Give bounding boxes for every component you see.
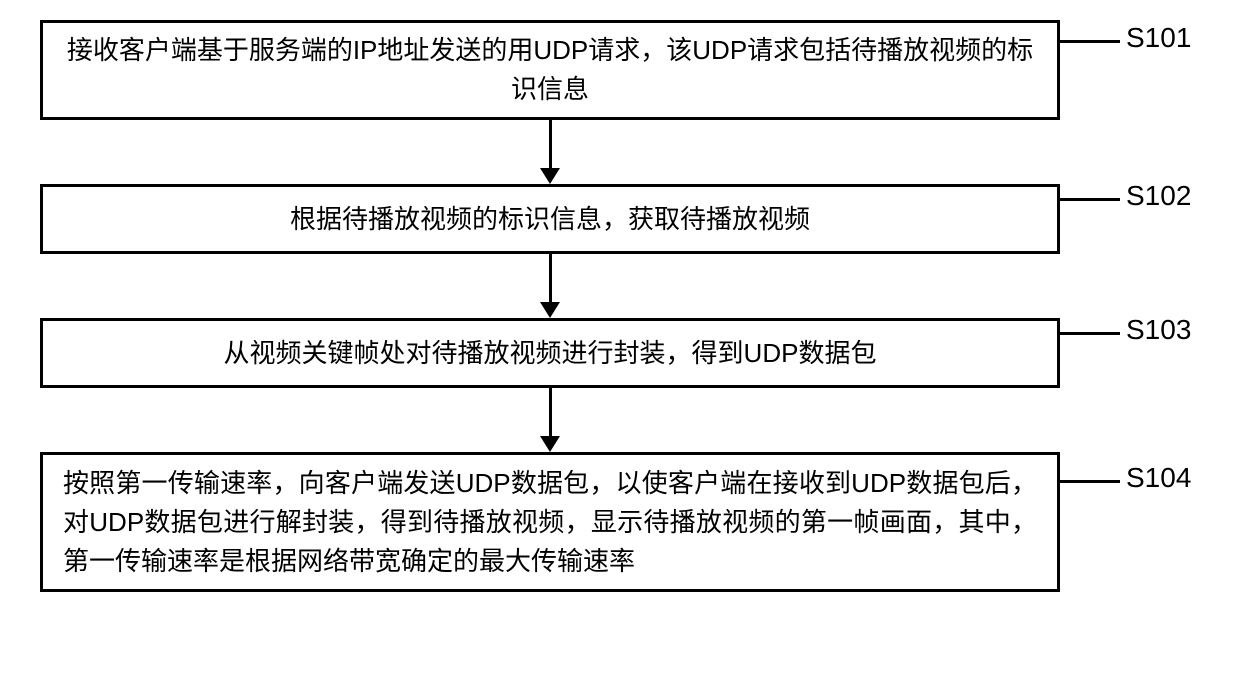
arrow-head-2 [540,302,560,318]
step-label-s102: S102 [1126,180,1191,212]
arrow-3 [40,388,1060,452]
step-text-s103: 从视频关键帧处对待播放视频进行封装，得到UDP数据包 [224,334,877,373]
arrow-line-2 [549,254,552,304]
step-label-s104: S104 [1126,462,1191,494]
step-box-s103: 从视频关键帧处对待播放视频进行封装，得到UDP数据包 [40,318,1060,388]
flowchart-container: 接收客户端基于服务端的IP地址发送的用UDP请求，该UDP请求包括待播放视频的标… [0,0,1239,676]
step-box-s104: 按照第一传输速率，向客户端发送UDP数据包，以使客户端在接收到UDP数据包后，对… [40,452,1060,592]
step-label-s103: S103 [1126,314,1191,346]
arrow-head-1 [540,168,560,184]
step-text-s104: 按照第一传输速率，向客户端发送UDP数据包，以使客户端在接收到UDP数据包后，对… [63,464,1037,581]
step-s101: 接收客户端基于服务端的IP地址发送的用UDP请求，该UDP请求包括待播放视频的标… [40,20,1191,120]
step-s102: 根据待播放视频的标识信息，获取待播放视频 S102 [40,184,1191,254]
step-text-s102: 根据待播放视频的标识信息，获取待播放视频 [290,200,810,239]
arrow-head-3 [540,436,560,452]
arrow-1 [40,120,1060,184]
arrow-2 [40,254,1060,318]
flowchart: 接收客户端基于服务端的IP地址发送的用UDP请求，该UDP请求包括待播放视频的标… [40,20,1191,592]
step-box-s102: 根据待播放视频的标识信息，获取待播放视频 [40,184,1060,254]
step-text-s101: 接收客户端基于服务端的IP地址发送的用UDP请求，该UDP请求包括待播放视频的标… [63,31,1037,109]
step-label-s101: S101 [1126,22,1191,54]
label-connector-s101 [1060,40,1120,43]
step-s104: 按照第一传输速率，向客户端发送UDP数据包，以使客户端在接收到UDP数据包后，对… [40,452,1191,592]
label-connector-s103 [1060,332,1120,335]
step-box-s101: 接收客户端基于服务端的IP地址发送的用UDP请求，该UDP请求包括待播放视频的标… [40,20,1060,120]
arrow-line-3 [549,388,552,438]
label-connector-s102 [1060,198,1120,201]
arrow-line-1 [549,120,552,170]
step-s103: 从视频关键帧处对待播放视频进行封装，得到UDP数据包 S103 [40,318,1191,388]
label-connector-s104 [1060,480,1120,483]
